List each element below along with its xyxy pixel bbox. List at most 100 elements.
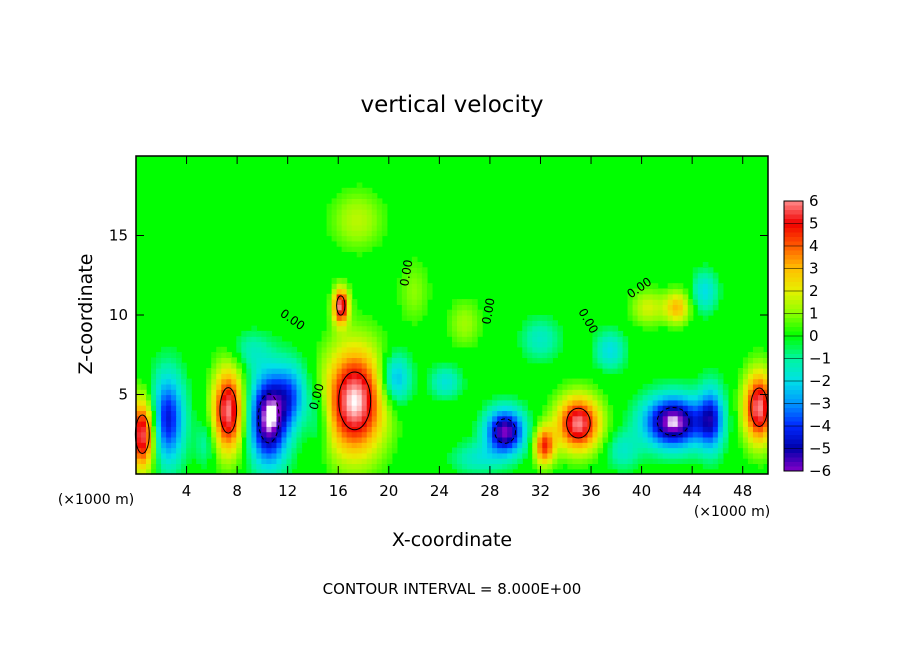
field-cell [582,394,589,401]
field-cell [326,219,333,226]
field-cell [206,410,212,417]
field-cell [692,452,699,459]
field-cell [351,209,358,215]
field-cell [321,357,328,364]
colorbar-segment [784,340,803,346]
field-cell [672,304,679,311]
field-cell [311,410,318,417]
field-cell [381,442,388,449]
field-cell [431,394,438,401]
field-cell [452,373,458,380]
field-cell [176,442,182,449]
field-cell [692,426,699,433]
field-cell [552,421,558,427]
field-cell [712,293,719,300]
field-cell [707,452,714,459]
field-cell [331,362,338,369]
field-cell [216,346,222,353]
field-cell [457,309,463,316]
field-cell [487,431,493,438]
field-cell [602,415,609,422]
field-cell [702,378,709,385]
field-cell [281,442,288,449]
field-cell [396,426,403,433]
field-cell [171,415,177,422]
field-cell [652,452,659,459]
field-cell [692,399,699,406]
colorbar-segment [784,300,803,305]
field-cell [336,452,343,459]
field-cell [492,452,498,459]
field-cell [492,468,498,475]
field-cell [652,399,659,406]
field-cell [286,458,293,464]
field-cell [361,203,368,210]
field-cell [622,458,629,464]
field-cell [326,415,333,422]
field-cell [737,394,744,401]
field-cell [697,442,704,449]
field-cell [647,458,654,464]
field-cell [477,410,483,417]
field-cell [411,283,418,290]
field-cell [271,452,278,459]
field-cell [321,447,328,454]
field-cell [241,330,247,337]
field-cell [502,442,508,449]
field-cell [321,330,328,337]
colorbar-segment [784,417,803,422]
field-cell [176,426,182,433]
field-cell [602,336,609,343]
field-cell [321,426,328,433]
field-cell [181,436,187,443]
field-cell [161,436,167,443]
field-cell [381,458,388,464]
field-cell [647,283,654,290]
field-cell [276,431,283,438]
field-cell [652,410,659,417]
field-cell [446,315,453,321]
field-cell [507,399,513,406]
field-cell [251,373,257,380]
field-cell [567,421,573,427]
field-cell [752,352,759,358]
field-cell [542,458,548,464]
field-cell [637,394,644,401]
field-cell [497,421,503,427]
field-cell [667,447,674,454]
field-cell [507,442,513,449]
field-cell [617,447,624,454]
field-cell [166,436,172,443]
field-cell [221,394,227,401]
field-cell [326,389,333,396]
field-cell [336,394,343,401]
field-cell [682,383,689,390]
field-cell [166,357,172,364]
field-cell [672,426,679,433]
field-cell [707,415,714,422]
field-cell [376,235,383,242]
field-cell [201,426,207,433]
field-cell [341,436,348,443]
field-cell [597,362,604,369]
field-cell [371,346,378,353]
field-cell [221,463,227,470]
field-cell [181,421,187,427]
field-cell [371,378,378,385]
field-cell [331,426,338,433]
field-cell [241,415,247,422]
field-cell [366,373,373,380]
field-cell [452,309,458,316]
field-cell [396,288,403,295]
field-cell [547,330,553,337]
field-cell [487,447,493,454]
field-cell [291,415,298,422]
field-cell [467,336,473,343]
colorbar-segment [784,466,803,472]
field-cell [416,293,423,300]
field-cell [502,436,508,443]
field-cell [762,431,769,438]
field-cell [236,389,242,396]
field-cell [406,283,413,290]
field-cell [467,309,473,316]
